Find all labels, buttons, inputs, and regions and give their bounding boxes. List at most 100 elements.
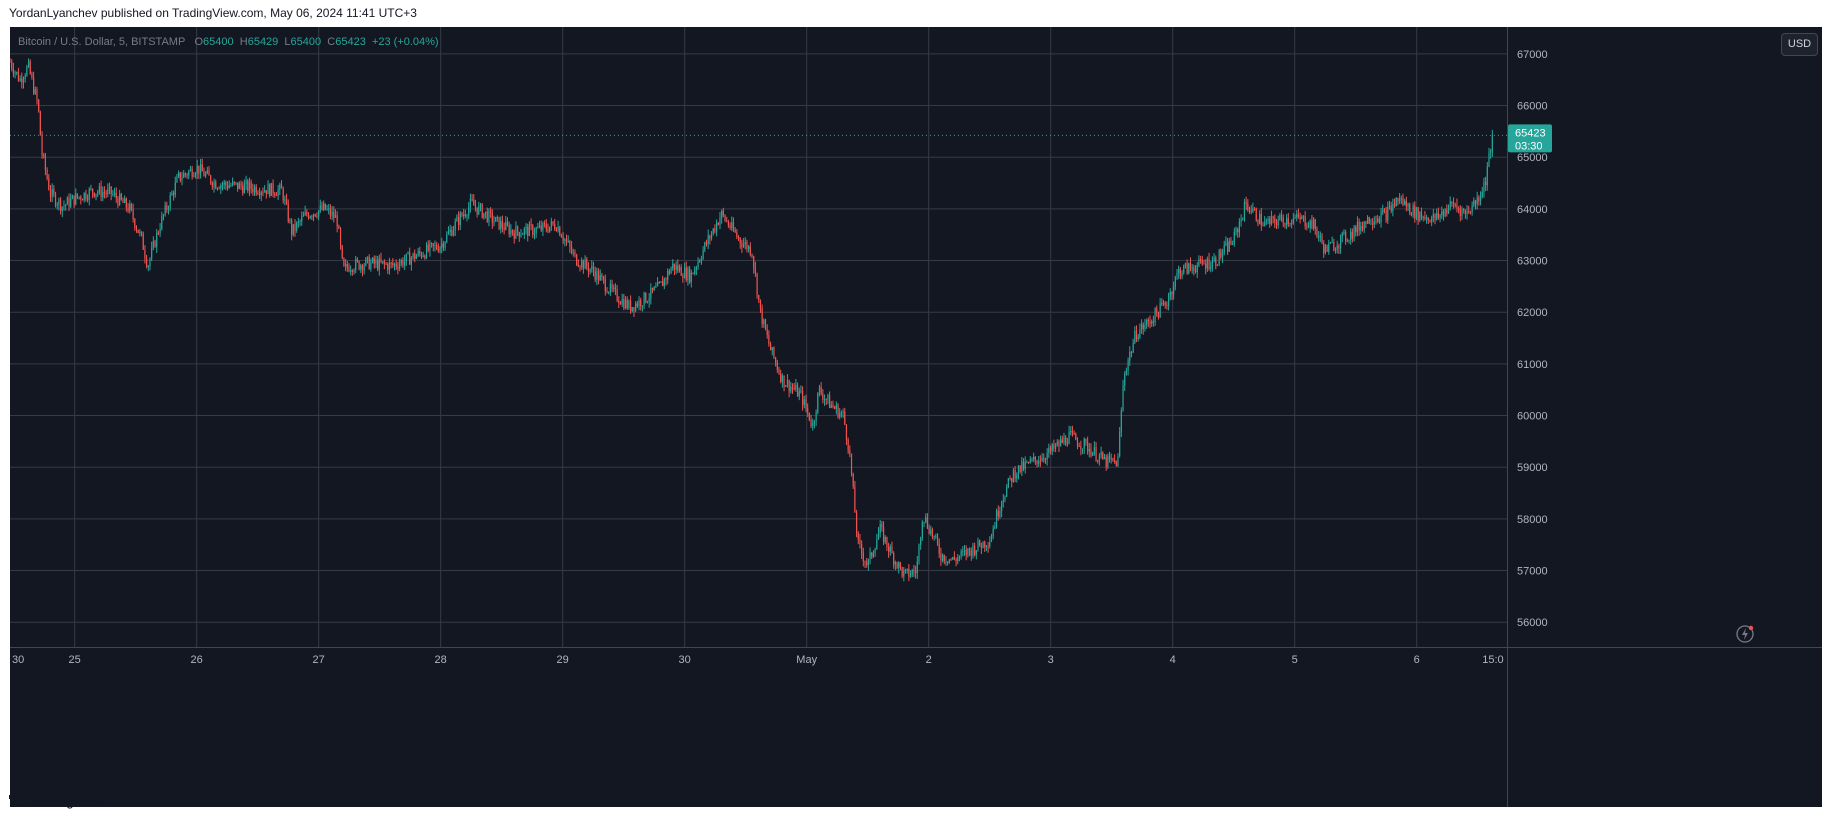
candle-body: [1174, 277, 1176, 287]
candle-body: [102, 192, 104, 198]
candle-body: [1311, 220, 1313, 229]
candle-body: [1351, 231, 1353, 239]
candle-body: [65, 204, 67, 206]
candle-body: [189, 168, 192, 172]
candle-body: [923, 521, 925, 523]
candle-body: [576, 254, 578, 265]
candle-body: [1402, 198, 1404, 206]
chart-area[interactable]: 56000 57000 58000 59000 60000 61000 62000 63000…: [10, 27, 1822, 807]
candle-body: [1038, 461, 1040, 464]
candle-body: [26, 66, 28, 76]
candle-body: [294, 224, 296, 231]
candle-body: [292, 224, 294, 235]
candle-body: [44, 155, 47, 170]
time-tick-label: 28: [435, 654, 447, 666]
candle-body: [505, 221, 507, 230]
candle-body: [1061, 439, 1063, 443]
candlestick-chart[interactable]: 56000 57000 58000 59000 60000 61000 62000 63000…: [10, 27, 1822, 807]
candle-body: [709, 235, 711, 239]
candle-body: [786, 380, 789, 386]
candle-body: [1419, 212, 1421, 221]
candle-body: [1048, 447, 1050, 454]
candle-body: [164, 205, 166, 215]
candle-body: [947, 561, 949, 563]
candle-body: [12, 68, 14, 74]
candle-body: [899, 562, 902, 568]
candle-body: [1007, 477, 1009, 487]
candle-body: [85, 192, 87, 200]
candle-body: [215, 181, 217, 189]
candle-body: [188, 171, 190, 176]
candle-body: [1304, 216, 1306, 227]
lightning-icon[interactable]: [1736, 625, 1754, 643]
footer-branding[interactable]: TradingView: [9, 793, 102, 809]
candle-body: [710, 233, 713, 239]
candle-body: [1235, 229, 1237, 232]
candle-body: [550, 221, 552, 227]
candle-body: [871, 552, 873, 557]
candle-body: [1233, 231, 1235, 244]
candle-body: [232, 181, 234, 186]
candle-body: [336, 215, 338, 227]
candle-body: [323, 203, 325, 210]
candle-body: [862, 553, 864, 562]
candle-body: [835, 405, 837, 409]
candle-body: [1157, 312, 1160, 318]
candle-body: [979, 540, 981, 546]
candle-body: [1081, 448, 1084, 450]
candle-body: [243, 184, 246, 194]
candle-body: [287, 203, 289, 222]
candle-body: [547, 229, 549, 232]
candle-body: [1218, 250, 1220, 265]
candle-body: [601, 275, 603, 277]
candle-body: [842, 411, 844, 413]
candle-body: [459, 213, 461, 226]
candle-body: [471, 198, 473, 201]
candle-body: [464, 214, 466, 216]
candle-body: [1289, 222, 1291, 224]
candle-body: [147, 266, 149, 268]
candle-body: [216, 188, 219, 190]
candle-body: [463, 214, 465, 216]
candle-body: [1336, 245, 1338, 250]
candle-body: [27, 61, 30, 67]
candle-body: [518, 232, 520, 237]
candle-body: [955, 559, 957, 562]
candle-body: [881, 524, 883, 527]
candle-body: [1085, 438, 1087, 442]
candle-body: [1259, 213, 1261, 224]
candle-body: [697, 261, 699, 268]
candle-body: [1245, 202, 1247, 204]
candle-body: [1356, 221, 1359, 233]
candle-body: [368, 256, 370, 270]
candle-body: [1100, 452, 1102, 456]
candle-body: [1431, 217, 1433, 223]
footer-brand-label: TradingView: [30, 793, 102, 809]
candle-body: [1306, 226, 1308, 228]
candle-body: [1152, 321, 1154, 323]
candle-body: [183, 173, 185, 178]
candle-body: [262, 191, 264, 193]
candle-body: [210, 175, 212, 183]
candle-body: [1011, 478, 1013, 482]
candle-body: [1375, 221, 1377, 223]
candle-body: [977, 540, 979, 551]
candle-body: [1360, 226, 1362, 231]
last-price-value: 65423: [1515, 127, 1546, 139]
candle-body: [307, 214, 310, 219]
candle-body: [958, 556, 961, 558]
candle-body: [1196, 265, 1198, 273]
candle-body: [449, 229, 451, 233]
candle-body: [1265, 221, 1267, 223]
candle-body: [457, 217, 460, 226]
candle-body: [420, 253, 423, 257]
candle-body: [859, 539, 861, 545]
candle-body: [903, 570, 905, 577]
currency-button[interactable]: USD: [1781, 33, 1818, 56]
candle-body: [86, 199, 89, 201]
candle-body: [822, 393, 824, 400]
candle-body: [812, 423, 814, 426]
candle-body: [228, 185, 230, 189]
candle-body: [1451, 202, 1453, 204]
candle-body: [501, 221, 504, 228]
